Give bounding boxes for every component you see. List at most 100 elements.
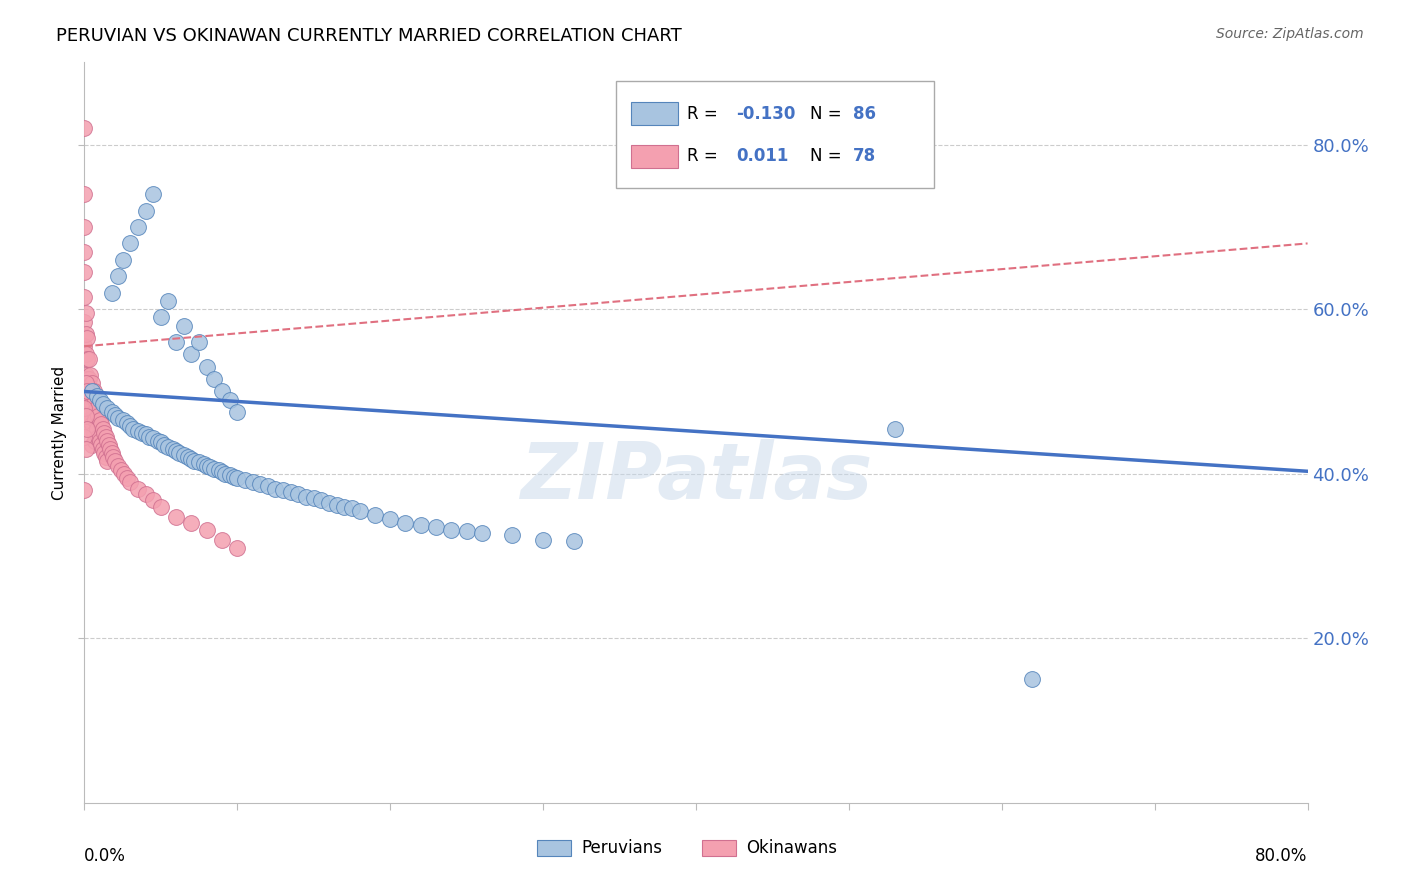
Point: [86, 401, 108, 415]
Point: [883, 421, 905, 435]
Point: [80, 417, 103, 432]
Point: [83, 384, 105, 399]
Point: [211, 384, 233, 399]
Text: 80.0%: 80.0%: [1256, 847, 1308, 865]
Point: [211, 465, 233, 479]
Text: 86: 86: [852, 104, 876, 122]
Point: [120, 475, 142, 489]
Point: [98, 442, 121, 456]
Point: [165, 335, 187, 350]
Point: [127, 424, 149, 438]
Point: [138, 430, 160, 444]
Point: [202, 372, 225, 386]
Point: [77, 372, 100, 386]
Point: [84, 434, 107, 448]
Point: [183, 453, 205, 467]
Point: [218, 468, 240, 483]
Point: [131, 425, 153, 440]
Point: [101, 405, 124, 419]
Point: [226, 471, 249, 485]
Point: [153, 438, 176, 452]
Point: [149, 500, 172, 514]
Point: [1021, 673, 1043, 687]
FancyBboxPatch shape: [616, 81, 935, 188]
Point: [242, 475, 264, 489]
Text: N =: N =: [810, 104, 846, 122]
Point: [77, 351, 100, 366]
Point: [89, 413, 111, 427]
Point: [73, 187, 96, 202]
Point: [103, 450, 125, 465]
Point: [142, 431, 165, 445]
Text: PERUVIAN VS OKINAWAN CURRENTLY MARRIED CORRELATION CHART: PERUVIAN VS OKINAWAN CURRENTLY MARRIED C…: [56, 27, 682, 45]
Point: [91, 442, 114, 456]
Point: [101, 446, 124, 460]
FancyBboxPatch shape: [631, 145, 678, 169]
Point: [112, 467, 135, 481]
Point: [440, 523, 463, 537]
Point: [107, 410, 129, 425]
Point: [80, 376, 103, 391]
Point: [135, 487, 157, 501]
Point: [127, 482, 149, 496]
Point: [157, 293, 180, 308]
Point: [91, 421, 114, 435]
Point: [73, 219, 96, 234]
Point: [101, 285, 124, 300]
Point: [149, 435, 172, 450]
Point: [107, 458, 129, 473]
Point: [96, 401, 118, 415]
Point: [79, 413, 101, 427]
Point: [84, 392, 107, 407]
Point: [127, 219, 149, 234]
Point: [75, 442, 97, 456]
Point: [271, 483, 294, 498]
Point: [311, 493, 333, 508]
Point: [195, 458, 218, 473]
Point: [94, 430, 117, 444]
Point: [456, 524, 478, 539]
FancyBboxPatch shape: [631, 102, 678, 126]
Point: [409, 517, 432, 532]
Point: [96, 434, 118, 448]
Point: [193, 457, 215, 471]
Text: -0.130: -0.130: [737, 104, 796, 122]
Point: [75, 368, 97, 382]
Point: [86, 388, 108, 402]
Point: [135, 427, 157, 442]
Point: [83, 425, 105, 440]
Text: ZIPatlas: ZIPatlas: [520, 439, 872, 515]
Point: [76, 417, 98, 432]
Text: 0.0%: 0.0%: [84, 847, 127, 865]
Point: [211, 533, 233, 547]
Point: [318, 495, 340, 509]
Point: [302, 491, 325, 506]
Point: [208, 463, 231, 477]
Point: [73, 244, 96, 259]
Point: [79, 368, 101, 382]
Point: [257, 479, 280, 493]
Point: [162, 442, 184, 456]
Point: [120, 236, 142, 251]
Point: [562, 534, 585, 549]
Text: R =: R =: [688, 147, 724, 165]
Point: [167, 446, 190, 460]
Point: [77, 413, 100, 427]
Point: [188, 455, 211, 469]
Point: [97, 438, 120, 452]
Point: [75, 409, 97, 424]
Point: [76, 372, 98, 386]
Point: [73, 430, 96, 444]
Point: [180, 347, 202, 361]
Point: [157, 440, 180, 454]
Point: [77, 392, 100, 407]
Point: [180, 452, 202, 467]
Point: [75, 326, 97, 341]
Point: [107, 269, 129, 284]
Point: [73, 290, 96, 304]
Point: [76, 421, 98, 435]
Point: [73, 401, 96, 415]
Point: [75, 347, 97, 361]
Point: [73, 483, 96, 498]
Point: [76, 351, 98, 366]
